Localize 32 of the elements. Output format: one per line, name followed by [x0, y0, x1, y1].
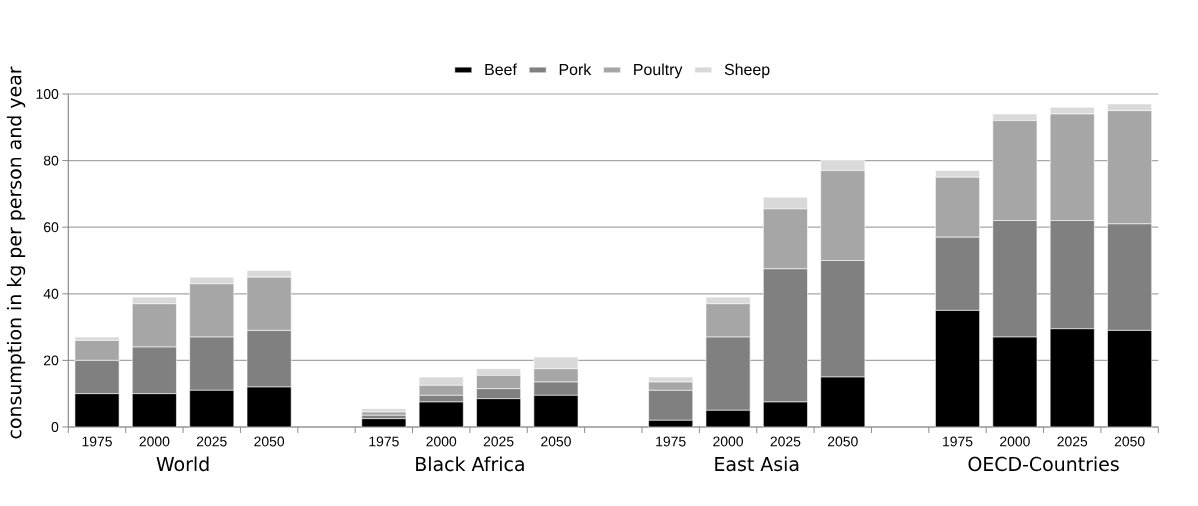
- legend-label: Poultry: [634, 63, 683, 79]
- legend-label: Sheep: [724, 63, 770, 79]
- text: OECD-Countries: [968, 456, 1119, 472]
- x-tick-label: 2025: [196, 436, 227, 447]
- x-tick-label: 1975: [82, 436, 112, 447]
- x-tick-label: 1975: [656, 436, 686, 447]
- y-tick-label: 100: [36, 89, 59, 99]
- text: East Asia: [715, 456, 799, 472]
- legend-label: Pork: [559, 63, 592, 76]
- x-tick-label: 2050: [1114, 436, 1145, 447]
- text: World: [156, 456, 209, 472]
- y-tick-label: 40: [43, 288, 59, 299]
- y-axis-title: consumption in kg per person and year: [6, 66, 26, 439]
- bar: [361, 418, 407, 428]
- x-tick-label: 2025: [483, 436, 514, 447]
- x-tick-label: 2050: [541, 436, 571, 447]
- x-tick-label: 1975: [369, 436, 399, 447]
- x-tick-label: 2025: [770, 436, 801, 447]
- y-tick-label: 0: [51, 422, 59, 432]
- y-tick-label: 60: [44, 222, 59, 233]
- x-tick-label: 2000: [1000, 436, 1030, 447]
- legend-label: Beef: [485, 63, 517, 76]
- x-tick-label: 2025: [1057, 436, 1088, 447]
- y-tick-label: 20: [44, 355, 59, 366]
- x-tick-label: 2050: [827, 436, 858, 447]
- y-tick-label: 80: [43, 155, 59, 166]
- x-tick-label: 2000: [713, 436, 744, 447]
- x-tick-label: 2000: [139, 436, 170, 447]
- text: Black Africa: [416, 456, 524, 472]
- x-tick-label: 2000: [426, 436, 457, 447]
- x-tick-label: 2050: [254, 436, 285, 447]
- x-tick-label: 1975: [943, 436, 973, 447]
